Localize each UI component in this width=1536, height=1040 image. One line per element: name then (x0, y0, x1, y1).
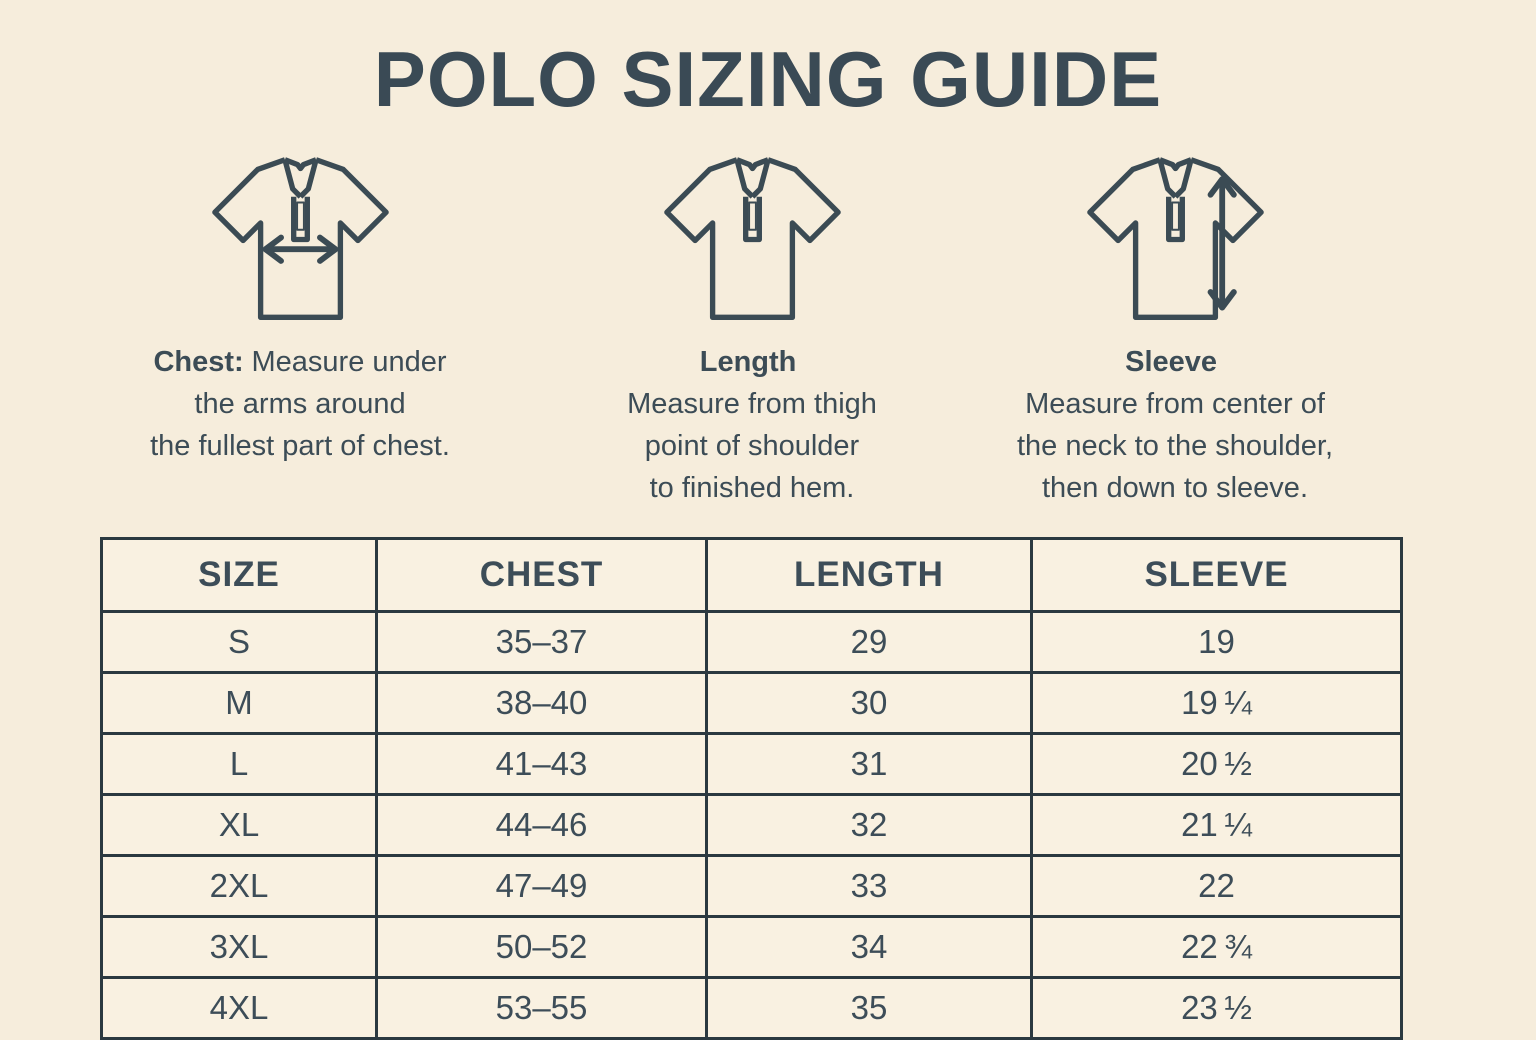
sleeve-cell: 20 ½ (1030, 732, 1403, 796)
caption-line: the arms around (194, 388, 406, 420)
caption-line: the neck to the shoulder, (1017, 430, 1333, 462)
caption-line: the fullest part of chest. (150, 430, 450, 462)
size-cell: S (100, 610, 378, 674)
table-header-row: SIZE CHEST LENGTH SLEEVE (100, 537, 1403, 613)
column-header-sleeve: SLEEVE (1030, 537, 1403, 613)
caption-line: Measure from center of (1025, 388, 1325, 420)
table-row: 3XL 50–52 34 22 ¾ (100, 915, 1403, 979)
page-title: POLO SIZING GUIDE (373, 35, 1163, 123)
chest-cell: 41–43 (375, 732, 708, 796)
chest-caption-heading: Chest: (153, 346, 244, 378)
chest-cell: 50–52 (375, 915, 708, 979)
chest-cell: 47–49 (375, 854, 708, 918)
length-guide: Length Measure from thigh point of shoul… (530, 150, 974, 509)
caption-line: Chest: Measure under (70, 341, 530, 383)
caption-line: point of shoulder (644, 430, 860, 462)
polo-shirt-icon (663, 157, 841, 321)
caption-line: Sleeve (940, 341, 1410, 383)
table-row: XL 44–46 32 21 ¼ (100, 793, 1403, 857)
polo-shirt-sleeve-arrow-icon (1086, 157, 1264, 321)
size-cell: 4XL (100, 976, 378, 1040)
caption-line: Measure from thigh (627, 388, 877, 420)
size-cell: L (100, 732, 378, 796)
chest-cell: 38–40 (375, 671, 708, 735)
sleeve-length-arrow (1207, 176, 1237, 311)
caption-line: Length (530, 341, 974, 383)
chest-cell: 44–46 (375, 793, 708, 857)
size-cell: 3XL (100, 915, 378, 979)
chest-width-arrow (262, 234, 338, 264)
caption-line: then down to sleeve. (1041, 472, 1308, 504)
sleeve-cell: 22 (1030, 854, 1403, 918)
sleeve-guide: Sleeve Measure from center of the neck t… (940, 150, 1410, 509)
column-header-size: SIZE (100, 537, 378, 613)
table-row: M 38–40 30 19 ¼ (100, 671, 1403, 735)
sleeve-caption: Sleeve Measure from center of the neck t… (940, 341, 1410, 509)
chest-cell: 35–37 (375, 610, 708, 674)
table-row: L 41–43 31 20 ½ (100, 732, 1403, 796)
chest-cell: 53–55 (375, 976, 708, 1040)
caption-text: Measure under (251, 346, 447, 378)
polo-shirt-chest-arrow-icon (211, 157, 389, 321)
sleeve-cell: 19 (1030, 610, 1403, 674)
sleeve-cell: 22 ¾ (1030, 915, 1403, 979)
table-row: 4XL 53–55 35 23 ½ (100, 976, 1403, 1040)
table-row: S 35–37 29 19 (100, 610, 1403, 674)
column-header-length: LENGTH (705, 537, 1033, 613)
size-cell: XL (100, 793, 378, 857)
chest-guide: Chest: Measure under the arms around the … (70, 150, 530, 467)
length-cell: 30 (705, 671, 1033, 735)
length-cell: 35 (705, 976, 1033, 1040)
length-cell: 29 (705, 610, 1033, 674)
length-cell: 32 (705, 793, 1033, 857)
caption-line: to finished hem. (649, 472, 855, 504)
sleeve-cell: 21 ¼ (1030, 793, 1403, 857)
column-header-chest: CHEST (375, 537, 708, 613)
length-cell: 31 (705, 732, 1033, 796)
size-cell: M (100, 671, 378, 735)
sleeve-cell: 23 ½ (1030, 976, 1403, 1040)
length-cell: 34 (705, 915, 1033, 979)
table-row: 2XL 47–49 33 22 (100, 854, 1403, 918)
sleeve-caption-heading: Sleeve (1125, 346, 1218, 378)
length-caption-heading: Length (699, 346, 797, 378)
sleeve-cell: 19 ¼ (1030, 671, 1403, 735)
sizing-table: SIZE CHEST LENGTH SLEEVE S 35–37 29 19 M… (100, 537, 1403, 1040)
length-caption: Length Measure from thigh point of shoul… (530, 341, 974, 509)
size-cell: 2XL (100, 854, 378, 918)
chest-caption: Chest: Measure under the arms around the … (70, 341, 530, 467)
length-cell: 33 (705, 854, 1033, 918)
